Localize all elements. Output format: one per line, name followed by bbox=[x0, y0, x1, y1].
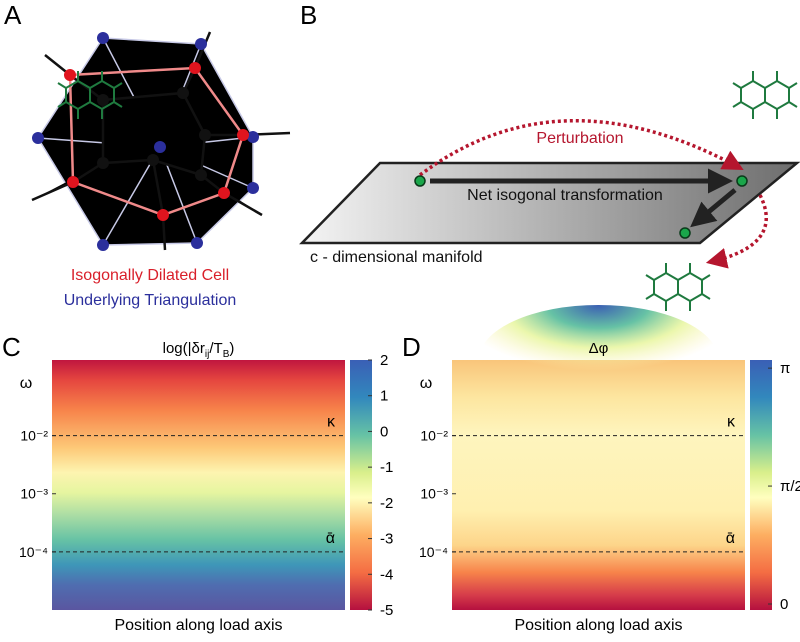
perturbation-arrow bbox=[705, 194, 768, 269]
panel-label: B bbox=[300, 0, 317, 30]
colorbar bbox=[750, 360, 772, 610]
lattice-icon bbox=[732, 70, 798, 120]
title-part: log(|δr bbox=[163, 340, 205, 357]
y-axis-label: ω bbox=[420, 375, 433, 392]
colorbar-tick-label: 2 bbox=[380, 352, 388, 369]
y-tick-label: 10⁻² bbox=[20, 428, 48, 444]
annotation: c - dimensional manifold bbox=[310, 249, 483, 266]
states bbox=[414, 175, 748, 239]
cell-nodes bbox=[97, 87, 211, 181]
annotation: Net isogonal transformation bbox=[467, 187, 663, 204]
panel-label: C bbox=[2, 332, 21, 362]
title-part: Δφ bbox=[589, 340, 609, 357]
colorbar-tick-label: 0 bbox=[380, 423, 388, 440]
panel-label: A bbox=[4, 0, 22, 30]
colorbar-tick-label: π bbox=[780, 360, 790, 377]
title-part: /T bbox=[209, 340, 222, 357]
colorbar-tick-label: -2 bbox=[380, 495, 393, 512]
title-part: ) bbox=[229, 340, 234, 357]
y-tick-label: 10⁻⁴ bbox=[19, 544, 48, 560]
triangulation-points bbox=[32, 32, 259, 251]
colorbar-tick-label: -4 bbox=[380, 566, 393, 583]
colorbar-tick-label: -1 bbox=[380, 459, 393, 476]
colorbar bbox=[350, 360, 372, 610]
cell-vertices bbox=[64, 62, 249, 221]
y-axis-label: ω bbox=[20, 375, 33, 392]
colorbar-tick-label: π/2 bbox=[780, 478, 800, 495]
colorbar-tick-label: -3 bbox=[380, 531, 393, 548]
title-part: ij bbox=[205, 349, 209, 360]
reference-label: ᾱ bbox=[326, 530, 335, 547]
y-tick-label: 10⁻² bbox=[420, 428, 448, 444]
x-axis-label: Position along load axis bbox=[514, 617, 682, 634]
reference-label: κ bbox=[327, 414, 336, 431]
plot-title: log(|δrij/TB) bbox=[163, 340, 235, 360]
y-tick-label: 10⁻³ bbox=[20, 486, 48, 502]
colorbar-tick-label: -5 bbox=[380, 602, 393, 619]
legend-entry: Isogonally Dilated Cell bbox=[71, 267, 229, 284]
legend-entry: Underlying Triangulation bbox=[64, 292, 237, 309]
reference-label: ᾱ bbox=[726, 530, 735, 547]
title-part: B bbox=[223, 349, 230, 360]
y-tick-label: 10⁻⁴ bbox=[419, 544, 448, 560]
y-tick-label: 10⁻³ bbox=[420, 486, 448, 502]
colorbar-tick-label: 0 bbox=[780, 596, 788, 613]
lattice-icon bbox=[645, 262, 711, 312]
heatmap bbox=[52, 360, 345, 610]
transformation-arrow bbox=[690, 188, 737, 228]
perturbation-arrow bbox=[418, 118, 744, 177]
reference-label: κ bbox=[727, 414, 736, 431]
annotation: Perturbation bbox=[536, 130, 623, 147]
colorbar-tick-label: 1 bbox=[380, 388, 388, 405]
plot-title: Δφ bbox=[589, 340, 609, 357]
panel-label: D bbox=[402, 332, 421, 362]
heatmap-feature bbox=[478, 305, 719, 415]
x-axis-label: Position along load axis bbox=[114, 617, 282, 634]
